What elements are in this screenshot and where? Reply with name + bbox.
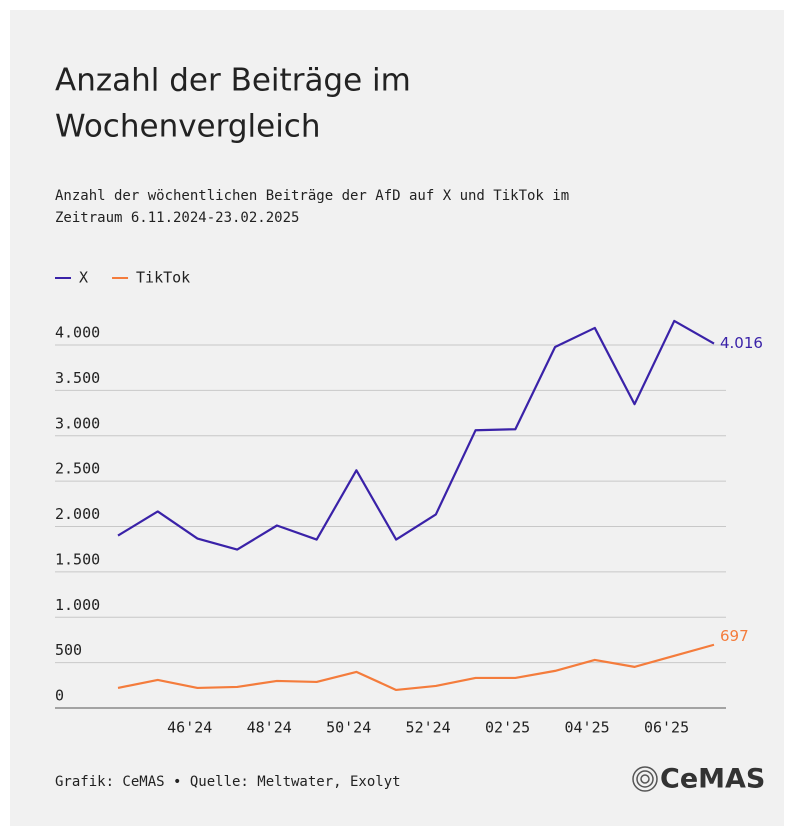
x-tick-label: 06'25 — [644, 719, 689, 737]
y-tick-label: 0 — [55, 687, 64, 705]
x-tick-label: 04'25 — [564, 719, 609, 737]
source: Grafik: CeMAS • Quelle: Meltwater, Exoly… — [55, 774, 401, 790]
y-tick-label: 3.500 — [55, 369, 100, 387]
x-tick-label: 48'24 — [247, 719, 292, 737]
y-tick-label: 2.500 — [55, 460, 100, 478]
data-label: 697 — [720, 627, 749, 645]
logo-icon — [632, 766, 658, 792]
logo: CeMAS — [660, 764, 765, 795]
data-label: 4.016 — [720, 334, 763, 352]
y-tick-label: 1.500 — [55, 550, 100, 568]
x-tick-label: 50'24 — [326, 719, 371, 737]
y-tick-label: 3.000 — [55, 414, 100, 432]
subtitle: Zeitraum 6.11.2024-23.02.2025 — [55, 210, 299, 226]
x-tick-label: 02'25 — [485, 719, 530, 737]
y-tick-label: 2.000 — [55, 505, 100, 523]
series-line — [117, 643, 715, 692]
y-tick-label: 1.000 — [55, 596, 100, 614]
legend-label: TikTok — [136, 269, 190, 287]
chart-title: Wochenvergleich — [55, 109, 321, 145]
x-tick-label: 52'24 — [406, 719, 451, 737]
subtitle: Anzahl der wöchentlichen Beiträge der Af… — [55, 188, 569, 204]
chart-title: Anzahl der Beiträge im — [55, 63, 411, 99]
x-tick-label: 46'24 — [167, 719, 212, 737]
legend-label: X — [79, 269, 88, 287]
y-tick-label: 500 — [55, 641, 82, 659]
series-line — [117, 319, 715, 551]
y-tick-label: 4.000 — [55, 324, 100, 342]
